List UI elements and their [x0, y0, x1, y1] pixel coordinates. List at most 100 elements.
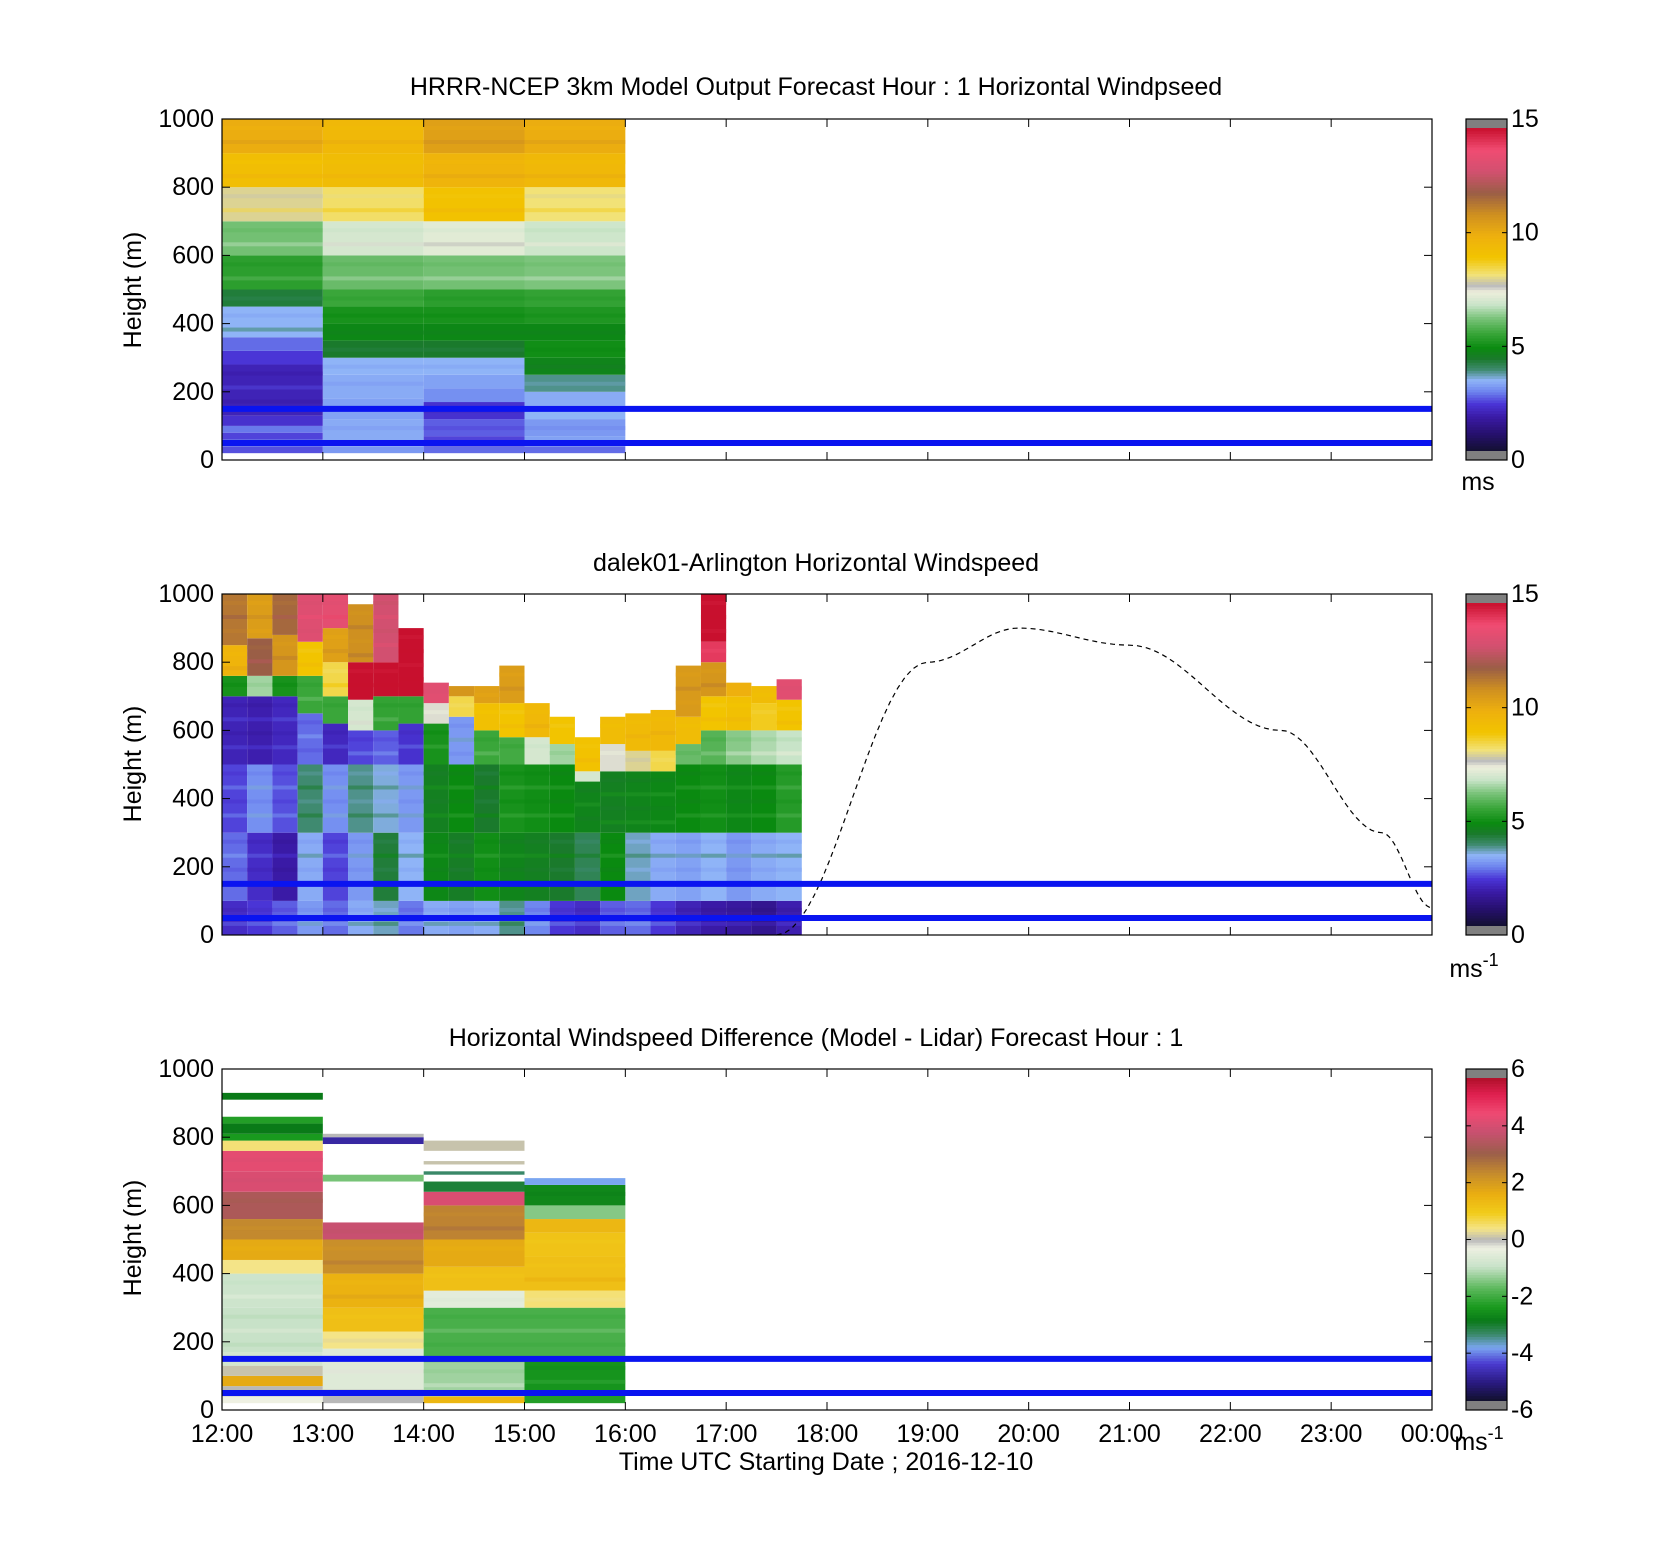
heatmap-band	[373, 839, 399, 844]
heatmap-band	[474, 921, 500, 926]
heatmap-band	[675, 785, 701, 790]
colorbar-swatch	[1466, 259, 1507, 264]
colorbar-swatch	[1466, 372, 1507, 377]
colorbar-cap	[1466, 119, 1507, 128]
heatmap-band	[222, 1226, 323, 1231]
heatmap-cell	[751, 764, 777, 833]
colorbar-swatch	[1466, 732, 1507, 736]
colorbar-swatch	[1466, 1215, 1507, 1219]
colorbar-swatch	[1466, 1333, 1507, 1337]
heatmap-band	[726, 703, 752, 708]
heatmap-band	[272, 771, 298, 776]
heatmap-cell	[524, 737, 550, 765]
colorbar: 0 5 10 15	[1465, 105, 1539, 474]
heatmap-cell	[222, 1140, 323, 1151]
heatmap-band	[448, 723, 475, 728]
colorbar-swatch	[1466, 206, 1507, 210]
heatmap-band	[448, 907, 475, 912]
colorbar-swatch	[1466, 794, 1507, 798]
colorbar-swatch	[1466, 1250, 1507, 1254]
heatmap-cell	[423, 1266, 525, 1291]
colorbar-swatch	[1466, 1193, 1507, 1198]
colorbar-swatch	[1466, 359, 1507, 363]
x-tick-label: 14:00	[392, 1420, 455, 1448]
heatmap-band	[524, 771, 550, 776]
heatmap-band	[423, 1369, 525, 1374]
heatmap-band	[322, 907, 349, 912]
heatmap-band	[423, 1246, 525, 1251]
colorbar-swatch	[1466, 705, 1507, 709]
heatmap-band	[474, 737, 500, 742]
colorbar-swatch	[1466, 1166, 1507, 1171]
heatmap-band	[625, 792, 651, 797]
colorbar-swatch	[1466, 796, 1507, 801]
heatmap-cell	[448, 832, 475, 901]
heatmap-cell	[348, 764, 374, 833]
colorbar-swatch	[1466, 413, 1507, 417]
colorbar-tick-label: 15	[1511, 105, 1539, 133]
colorbar-swatch	[1466, 646, 1507, 650]
colorbar-swatch	[1466, 160, 1507, 164]
heatmap-cell	[398, 696, 424, 724]
colorbar-swatch	[1466, 405, 1507, 409]
colorbar-swatch	[1466, 678, 1507, 682]
colorbar-swatch	[1466, 321, 1507, 326]
heatmap-band	[348, 653, 374, 658]
heatmap-band	[222, 242, 323, 247]
heatmap-band	[650, 778, 676, 783]
colorbar-swatch	[1466, 133, 1507, 137]
heatmap-band	[423, 276, 525, 281]
heatmap-band	[776, 706, 802, 711]
colorbar-swatch	[1466, 909, 1507, 914]
heatmap-band	[322, 140, 424, 144]
heatmap-band	[423, 867, 449, 872]
heatmap-band	[398, 785, 424, 790]
heatmap-cell	[423, 1396, 525, 1404]
colorbar-swatch	[1466, 1304, 1507, 1308]
heatmap-band	[322, 669, 349, 674]
heatmap-cell	[398, 723, 424, 765]
colorbar-swatch	[1466, 613, 1507, 618]
heatmap-band	[524, 907, 550, 912]
heatmap-band	[448, 921, 475, 926]
heatmap-band	[322, 296, 424, 301]
heatmap-band	[524, 228, 626, 233]
colorbar-swatch	[1466, 1317, 1507, 1321]
heatmap-band	[222, 276, 323, 281]
colorbar-swatch	[1466, 173, 1507, 178]
heatmap-band	[650, 757, 676, 762]
colorbar-swatch	[1466, 1322, 1507, 1327]
y-tick-label: 1000	[158, 1055, 214, 1083]
heatmap-band	[524, 364, 626, 369]
heatmap-cell	[322, 187, 424, 222]
colorbar-swatch	[1466, 1347, 1507, 1351]
heatmap-band	[625, 806, 651, 811]
colorbar-swatch	[1466, 370, 1507, 374]
colorbar-swatch	[1466, 1341, 1507, 1346]
colorbar-swatch	[1466, 1344, 1507, 1348]
heatmap-band	[600, 820, 626, 825]
heatmap-band	[776, 799, 802, 804]
heatmap-cell	[549, 832, 575, 901]
heatmap-band	[524, 724, 550, 729]
colorbar-swatch	[1466, 297, 1507, 301]
colorbar-swatch	[1466, 389, 1507, 393]
colorbar-swatch	[1466, 149, 1507, 153]
heatmap-band	[222, 652, 248, 657]
colorbar-swatch	[1466, 861, 1507, 865]
heatmap-band	[726, 867, 752, 872]
heatmap-band	[776, 867, 802, 872]
heatmap-cell	[499, 737, 525, 765]
colorbar-swatch	[1466, 656, 1507, 661]
heatmap-cell	[549, 764, 575, 833]
heatmap-area: 0 200 400 600 800 1000 12:00 13:00 14:00 15:00 16:…	[158, 1055, 1463, 1448]
heatmap-cell	[423, 119, 525, 154]
heatmap-band	[499, 710, 525, 715]
heatmap-band	[297, 907, 323, 912]
heatmap-band	[499, 744, 525, 749]
colorbar-swatch	[1466, 354, 1507, 358]
heatmap-band	[272, 867, 298, 872]
heatmap-band	[423, 330, 525, 335]
heatmap-band	[474, 751, 500, 756]
heatmap-band	[700, 839, 727, 844]
